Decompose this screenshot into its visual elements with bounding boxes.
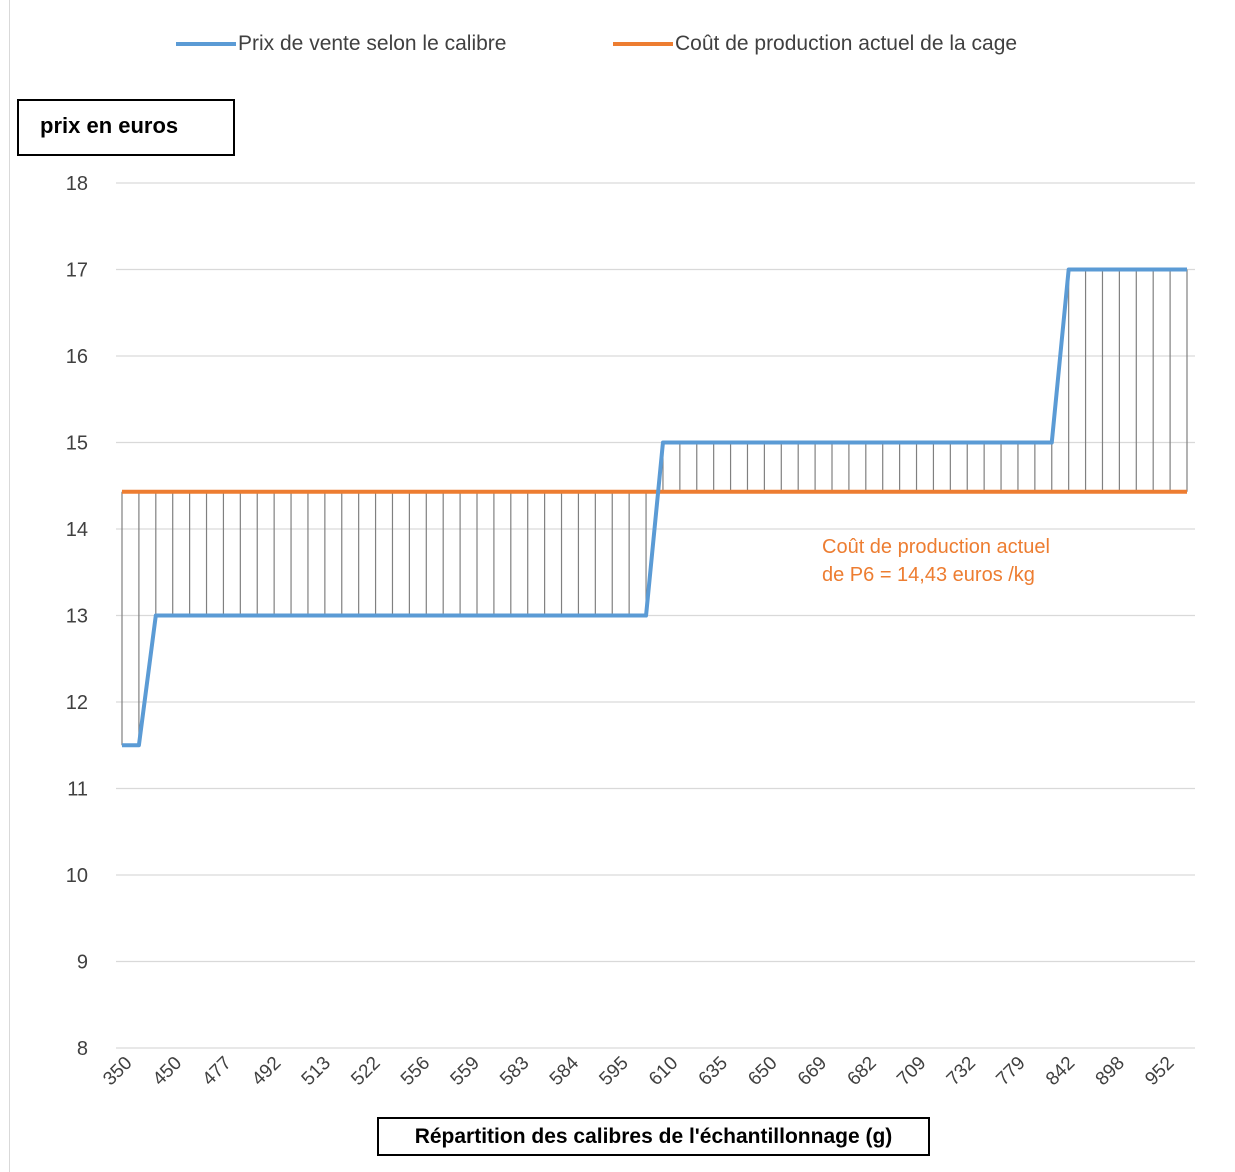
legend-label-cost: Coût de production actuel de la cage [675,32,1018,55]
y-tick-label-18: 18 [66,173,88,195]
x-tick-label-669: 669 [794,1053,831,1090]
x-tick-label-477: 477 [199,1053,236,1090]
x-tick-label-842: 842 [1042,1053,1079,1090]
cost-annotation-line-1: Coût de production actuel [822,536,1050,558]
legend-item-cost: Coût de production actuel de la cage [613,32,1017,56]
x-tick-label-952: 952 [1141,1053,1178,1090]
left-border [9,0,10,1172]
x-tick-label-610: 610 [645,1053,682,1090]
x-tick-label-709: 709 [893,1053,930,1090]
x-tick-label-350: 350 [99,1053,136,1090]
x-tick-label-583: 583 [496,1053,533,1090]
y-tick-label-9: 9 [77,952,88,974]
x-tick-labels: 350 450 477 492 513 522 556 559 583 584 595 610 635 6… [99,1052,1178,1090]
x-tick-label-650: 650 [744,1053,781,1090]
series-line-price [122,267,1187,748]
legend-swatch-price [176,42,236,46]
x-axis-title: Répartition des calibres de l'échantillo… [377,1117,930,1156]
y-tick-label-14: 14 [66,519,88,541]
x-tick-label-584: 584 [546,1052,584,1090]
x-tick-label-635: 635 [695,1053,732,1090]
x-tick-label-450: 450 [149,1053,186,1090]
legend: Prix de vente selon le calibre Coût de p… [0,32,1235,62]
legend-label-price: Prix de vente selon le calibre [238,32,507,55]
x-tick-label-559: 559 [447,1053,484,1090]
x-tick-label-556: 556 [397,1053,434,1090]
x-tick-label-682: 682 [844,1053,881,1090]
x-tick-label-492: 492 [248,1053,285,1090]
y-tick-label-8: 8 [77,1038,88,1060]
cost-annotation: Coût de production actuel de P6 = 14,43 … [822,533,1050,589]
x-tick-label-595: 595 [595,1053,632,1090]
y-tick-label-12: 12 [66,692,88,714]
series-lines [122,267,1187,748]
y-tick-label-13: 13 [66,606,88,628]
x-tick-label-513: 513 [298,1053,335,1090]
x-tick-label-522: 522 [347,1053,384,1090]
y-axis-title: prix en euros [17,99,235,156]
y-tick-label-17: 17 [66,260,88,282]
x-tick-label-732: 732 [943,1053,980,1090]
legend-swatch-cost [613,42,673,46]
cost-annotation-line-2: de P6 = 14,43 euros /kg [822,564,1035,586]
y-tick-labels: 8 9 10 11 12 13 14 15 16 17 18 [66,173,88,1060]
y-tick-label-11: 11 [67,779,88,801]
x-tick-label-779: 779 [992,1053,1029,1090]
x-tick-label-898: 898 [1092,1053,1129,1090]
y-tick-label-15: 15 [66,433,88,455]
drop-lines [121,269,1188,746]
y-tick-label-10: 10 [66,865,88,887]
legend-item-price: Prix de vente selon le calibre [176,32,506,56]
y-tick-label-16: 16 [66,346,88,368]
